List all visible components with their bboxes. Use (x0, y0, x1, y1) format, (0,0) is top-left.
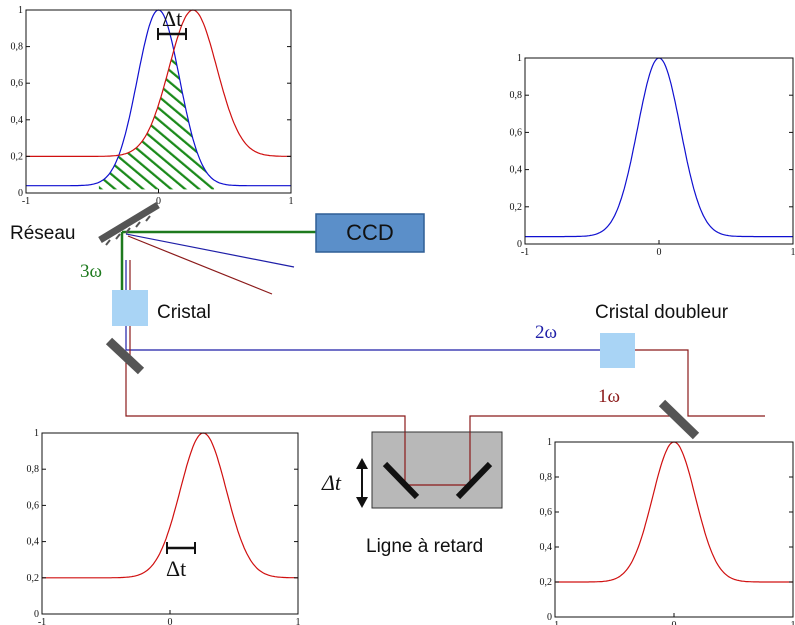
doubler-crystal (600, 333, 635, 368)
y-tick-label: 0,2 (510, 202, 523, 213)
overlap-hatch (98, 52, 215, 190)
delay-mirror-right (455, 461, 493, 500)
grating-label: Réseau (10, 223, 76, 244)
series-line-red (42, 432, 298, 579)
y-tick-label: 0,4 (27, 537, 40, 548)
plot-frame (41, 432, 299, 615)
beam-splitter-mirror (658, 399, 700, 440)
two-omega-label: 2ω (535, 322, 557, 343)
y-tick-label: 0 (547, 612, 552, 623)
series-line-blue (525, 57, 793, 238)
x-tick-label: 1 (791, 620, 795, 625)
ccd-camera (315, 213, 425, 253)
y-tick-label: 0 (34, 609, 39, 620)
chart-top-right: 00,20,40,60,81-1 0 1 (510, 53, 795, 258)
tripler-crystal-label: Cristal (157, 302, 211, 323)
y-tick-label: 1 (517, 53, 522, 64)
chart-bottom-left: 00,20,40,60,81-1 0 1Δt (27, 428, 301, 625)
x-tick-label: -1 (521, 247, 529, 258)
y-tick-label: 0 (517, 239, 522, 250)
x-tick-label: 1 (791, 247, 795, 258)
y-tick-label: 1 (18, 5, 23, 16)
combiner-mirror (105, 337, 145, 375)
x-tick-label: 0 (672, 620, 677, 625)
y-tick-label: 0,2 (27, 573, 40, 584)
y-tick-label: 0,6 (540, 507, 553, 518)
beam-diffracted-blue (125, 233, 295, 268)
x-tick-label: 0 (156, 196, 161, 207)
series-line-red (555, 441, 793, 583)
doubler-crystal-label: Cristal doubleur (595, 302, 729, 323)
plot-frame (524, 57, 794, 245)
y-tick-label: 0,8 (540, 472, 553, 483)
y-tick-label: 1 (34, 428, 39, 439)
x-tick-label: 1 (296, 617, 301, 625)
y-tick-label: 0,8 (11, 42, 24, 53)
series-line-red (26, 9, 291, 157)
delay-mirror-left (382, 461, 420, 500)
plot-frame (554, 441, 794, 618)
delta-t-bottom: Δt (166, 556, 186, 581)
x-tick-label: 0 (657, 247, 662, 258)
delta-t-top: Δt (162, 6, 182, 31)
chart-top-left: 00,20,40,60,81-1 0 1Δt (11, 5, 294, 207)
one-omega-label: 1ω (598, 386, 620, 407)
ccd-label: CCD (346, 220, 394, 245)
y-tick-label: 0,6 (11, 78, 24, 89)
x-tick-label: -1 (38, 617, 46, 625)
delay-delta-t: Δt (321, 470, 342, 495)
three-omega-label: 3ω (80, 261, 102, 282)
y-tick-label: 0,8 (27, 464, 40, 475)
y-tick-label: 0,4 (540, 542, 553, 553)
delay-beam-inside (404, 432, 471, 486)
tripler-crystal (112, 290, 148, 326)
x-tick-label: -1 (551, 620, 559, 625)
beam-diffracted-red (127, 235, 273, 295)
y-tick-label: 0,8 (510, 90, 523, 101)
delay-line-label: Ligne à retard (366, 536, 483, 557)
beam-paths (120, 230, 765, 486)
y-tick-label: 0,4 (11, 115, 24, 126)
beam-1omega-input (635, 349, 765, 417)
y-tick-label: 0,6 (27, 500, 40, 511)
x-tick-label: 1 (289, 196, 294, 207)
y-tick-label: 0,4 (510, 165, 523, 176)
x-tick-label: 0 (168, 617, 173, 625)
x-tick-label: -1 (22, 196, 30, 207)
chart-bottom-right: 00,20,40,60,81-101 (540, 437, 795, 625)
grating (98, 202, 160, 246)
y-tick-label: 0 (18, 188, 23, 199)
y-tick-label: 0,6 (510, 127, 523, 138)
delay-arrow-icon (356, 458, 368, 508)
y-tick-label: 0,2 (540, 577, 553, 588)
y-tick-label: 1 (547, 437, 552, 448)
y-tick-label: 0,2 (11, 151, 24, 162)
